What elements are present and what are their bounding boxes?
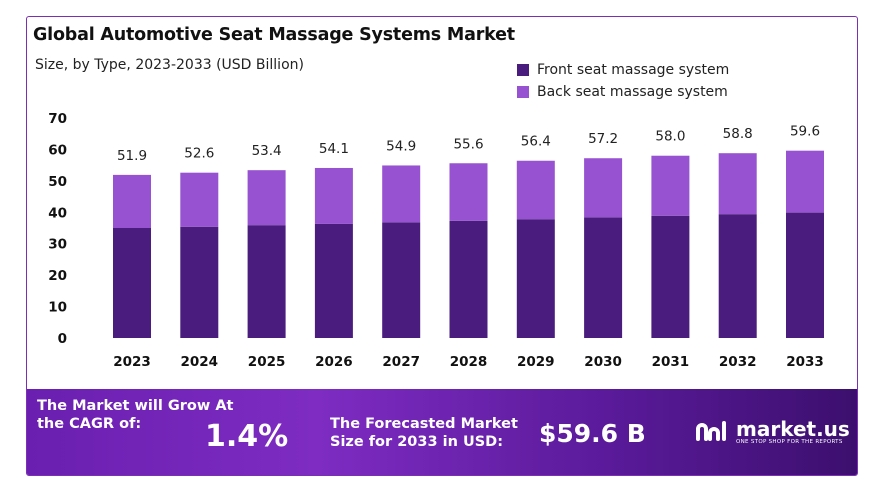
cagr-value: 1.4% <box>205 419 289 454</box>
bar-front-seat <box>113 228 151 338</box>
x-tick-label: 2025 <box>248 354 286 370</box>
data-label: 58.8 <box>723 126 753 142</box>
y-tick-label: 30 <box>48 237 67 253</box>
x-tick-label: 2028 <box>450 354 488 370</box>
bar-back-seat <box>314 167 353 224</box>
legend-swatch-back <box>517 86 529 98</box>
chart-title: Global Automotive Seat Massage Systems M… <box>33 25 515 45</box>
x-tick-label: 2023 <box>113 354 151 370</box>
x-tick-label: 2030 <box>584 354 622 370</box>
bar-front-seat <box>314 223 353 338</box>
data-label: 52.6 <box>184 146 214 162</box>
legend-label-back: Back seat massage system <box>537 84 728 100</box>
y-tick-label: 60 <box>48 142 67 158</box>
data-label: 57.2 <box>588 131 618 147</box>
data-label: 55.6 <box>453 136 483 152</box>
forecast-value: $59.6 B <box>539 419 646 448</box>
market-us-logo: market.us ONE STOP SHOP FOR THE REPORTS <box>692 417 850 447</box>
data-label: 51.9 <box>117 148 147 164</box>
bar-back-seat <box>584 158 623 218</box>
data-label: 53.4 <box>252 143 282 159</box>
logo-name: market.us <box>736 417 850 441</box>
market-us-logo-icon <box>696 421 726 441</box>
bar-back-seat <box>449 163 488 221</box>
bar-back-seat <box>382 165 421 223</box>
x-tick-label: 2024 <box>181 354 219 370</box>
bar-chart: 01020304050607051.9202352.6202453.420255… <box>48 111 824 370</box>
bar-front-seat <box>449 220 488 338</box>
bar-front-seat <box>584 217 623 338</box>
bar-front-seat <box>786 212 824 338</box>
y-tick-label: 10 <box>48 300 67 316</box>
bar-front-seat <box>247 225 286 338</box>
x-tick-label: 2027 <box>382 354 420 370</box>
bar-back-seat <box>516 160 555 220</box>
y-tick-label: 0 <box>58 331 67 347</box>
x-tick-label: 2029 <box>517 354 555 370</box>
bar-front-seat <box>516 219 555 338</box>
x-tick-label: 2026 <box>315 354 353 370</box>
summary-banner: The Market will Grow At the CAGR of: 1.4… <box>27 389 857 475</box>
y-tick-label: 20 <box>48 268 67 284</box>
logo-tagline: ONE STOP SHOP FOR THE REPORTS <box>736 439 843 445</box>
bar-back-seat <box>786 150 824 213</box>
bar-front-seat <box>718 214 757 338</box>
legend-item-front: Front seat massage system <box>517 59 729 81</box>
x-tick-label: 2031 <box>652 354 690 370</box>
data-label: 59.6 <box>790 124 820 140</box>
chart-subtitle: Size, by Type, 2023-2033 (USD Billion) <box>35 57 304 73</box>
chart-card: Global Automotive Seat Massage Systems M… <box>26 16 858 476</box>
legend: Front seat massage system Back seat mass… <box>517 59 729 103</box>
legend-label-front: Front seat massage system <box>537 62 730 78</box>
bar-back-seat <box>180 172 219 227</box>
legend-item-back: Back seat massage system <box>517 81 729 103</box>
bar-back-seat <box>651 155 690 216</box>
legend-swatch-front <box>517 64 529 76</box>
data-label: 54.1 <box>319 141 349 157</box>
x-tick-label: 2032 <box>719 354 757 370</box>
bar-back-seat <box>718 153 757 215</box>
cagr-label: The Market will Grow At the CAGR of: <box>37 398 234 432</box>
bar-front-seat <box>180 226 219 338</box>
bar-front-seat <box>382 222 421 338</box>
y-tick-label: 40 <box>48 205 67 221</box>
data-label: 56.4 <box>521 134 551 150</box>
bar-front-seat <box>651 215 690 338</box>
forecast-label: The Forecasted Market Size for 2033 in U… <box>330 416 518 450</box>
bar-back-seat <box>247 170 286 226</box>
bar-back-seat <box>113 174 151 228</box>
data-label: 54.9 <box>386 138 416 154</box>
y-tick-label: 70 <box>48 111 67 127</box>
data-label: 58.0 <box>655 129 685 145</box>
x-tick-label: 2033 <box>786 354 824 370</box>
y-tick-label: 50 <box>48 174 67 190</box>
